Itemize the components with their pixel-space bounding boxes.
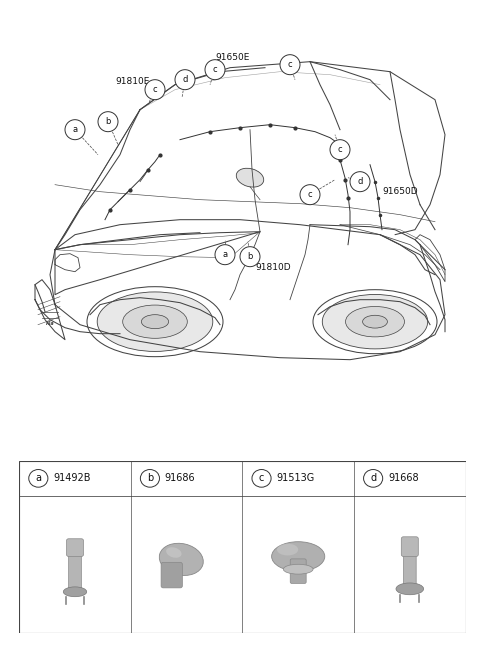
- Ellipse shape: [166, 547, 181, 558]
- Text: a: a: [222, 250, 228, 259]
- Text: 91513G: 91513G: [276, 474, 315, 483]
- Text: b: b: [147, 474, 153, 483]
- Circle shape: [205, 60, 225, 79]
- Circle shape: [215, 245, 235, 264]
- Ellipse shape: [159, 543, 204, 575]
- Text: b: b: [247, 252, 252, 261]
- Circle shape: [98, 112, 118, 132]
- Ellipse shape: [283, 564, 313, 574]
- Text: 91492B: 91492B: [53, 474, 91, 483]
- Text: c: c: [288, 60, 292, 69]
- Text: c: c: [308, 190, 312, 199]
- Text: Kia: Kia: [46, 321, 54, 326]
- FancyBboxPatch shape: [161, 562, 182, 588]
- Text: d: d: [357, 177, 363, 186]
- Circle shape: [280, 54, 300, 75]
- Ellipse shape: [313, 290, 437, 354]
- Ellipse shape: [142, 315, 168, 329]
- Text: c: c: [259, 474, 264, 483]
- Ellipse shape: [97, 292, 213, 352]
- Ellipse shape: [362, 316, 387, 328]
- Ellipse shape: [87, 287, 223, 357]
- Ellipse shape: [63, 587, 87, 597]
- Text: 91810E: 91810E: [115, 77, 149, 86]
- Text: d: d: [182, 75, 188, 84]
- Text: b: b: [105, 117, 111, 126]
- Ellipse shape: [396, 583, 424, 595]
- Circle shape: [330, 140, 350, 159]
- Text: 91650E: 91650E: [215, 53, 250, 62]
- Circle shape: [350, 172, 370, 192]
- Circle shape: [252, 470, 271, 487]
- Circle shape: [240, 247, 260, 267]
- Circle shape: [29, 470, 48, 487]
- Text: c: c: [213, 65, 217, 74]
- FancyBboxPatch shape: [69, 550, 82, 593]
- Text: d: d: [370, 474, 376, 483]
- Text: 91686: 91686: [165, 474, 195, 483]
- FancyBboxPatch shape: [67, 539, 84, 556]
- Ellipse shape: [236, 168, 264, 187]
- Circle shape: [300, 185, 320, 205]
- Circle shape: [145, 79, 165, 100]
- Circle shape: [140, 470, 159, 487]
- Text: a: a: [72, 125, 78, 134]
- FancyBboxPatch shape: [403, 548, 416, 590]
- Ellipse shape: [69, 546, 82, 554]
- Text: 91650D: 91650D: [382, 187, 418, 196]
- Text: 91810D: 91810D: [255, 263, 290, 272]
- Text: a: a: [36, 474, 41, 483]
- Text: c: c: [153, 85, 157, 94]
- Ellipse shape: [322, 295, 428, 349]
- Text: 91668: 91668: [388, 474, 419, 483]
- Text: c: c: [338, 145, 342, 154]
- FancyBboxPatch shape: [401, 537, 418, 556]
- FancyBboxPatch shape: [290, 559, 306, 583]
- Circle shape: [65, 119, 85, 140]
- Ellipse shape: [346, 306, 405, 337]
- Ellipse shape: [277, 544, 298, 556]
- Ellipse shape: [123, 305, 187, 338]
- Circle shape: [175, 70, 195, 90]
- Circle shape: [363, 470, 383, 487]
- Ellipse shape: [272, 542, 325, 571]
